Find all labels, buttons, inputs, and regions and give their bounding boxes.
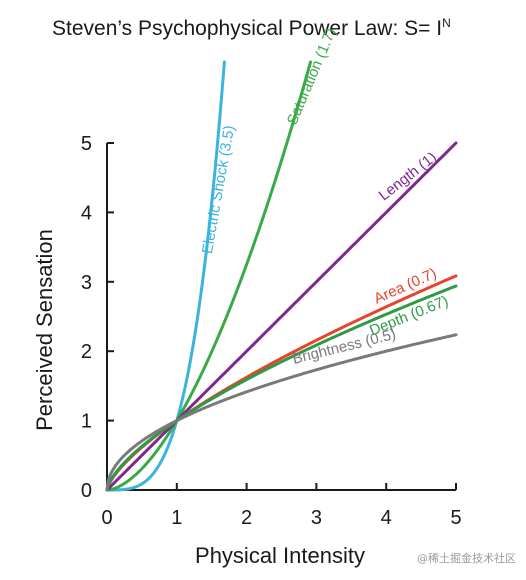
series-line [105,60,226,492]
y-tick-label: 3 [81,272,92,294]
series-label: Length (1) [376,149,440,205]
axes: 0 1 2 3 4 5 0 1 2 3 4 5 [81,133,462,529]
y-tick-label: 1 [81,411,92,433]
x-tick-label: 0 [101,507,112,529]
series-line [105,60,313,492]
chart-title: Steven’s Psychophysical Power Law: S= IN [52,16,451,40]
series-line [105,333,458,492]
x-tick-label: 5 [450,507,461,529]
x-tick-label: 1 [171,507,182,529]
series-labels: Electric Shock (3.5) Saturation (1.7) Leng… [199,26,451,368]
y-tick-label: 4 [81,202,92,224]
chart-title-superscript: N [442,16,451,30]
x-tick-label: 3 [311,507,322,529]
series-line [105,284,458,492]
watermark-text: @稀土掘金技术社区 [417,551,516,565]
y-tick-label: 2 [81,341,92,363]
x-axis-title: Physical Intensity [195,543,365,568]
chart-title-text: Steven’s Psychophysical Power Law: S= I [52,17,442,40]
y-tick-label: 5 [81,133,92,155]
series-label: Electric Shock (3.5) [199,124,238,255]
series-lines [105,60,458,492]
x-tick-label: 2 [241,507,252,529]
series-label: Saturation (1.7) [284,26,340,128]
series-line [105,141,458,492]
x-tick-label: 4 [381,507,392,529]
y-tick-label: 0 [81,480,92,502]
y-axis-title: Perceived Sensation [32,229,57,431]
